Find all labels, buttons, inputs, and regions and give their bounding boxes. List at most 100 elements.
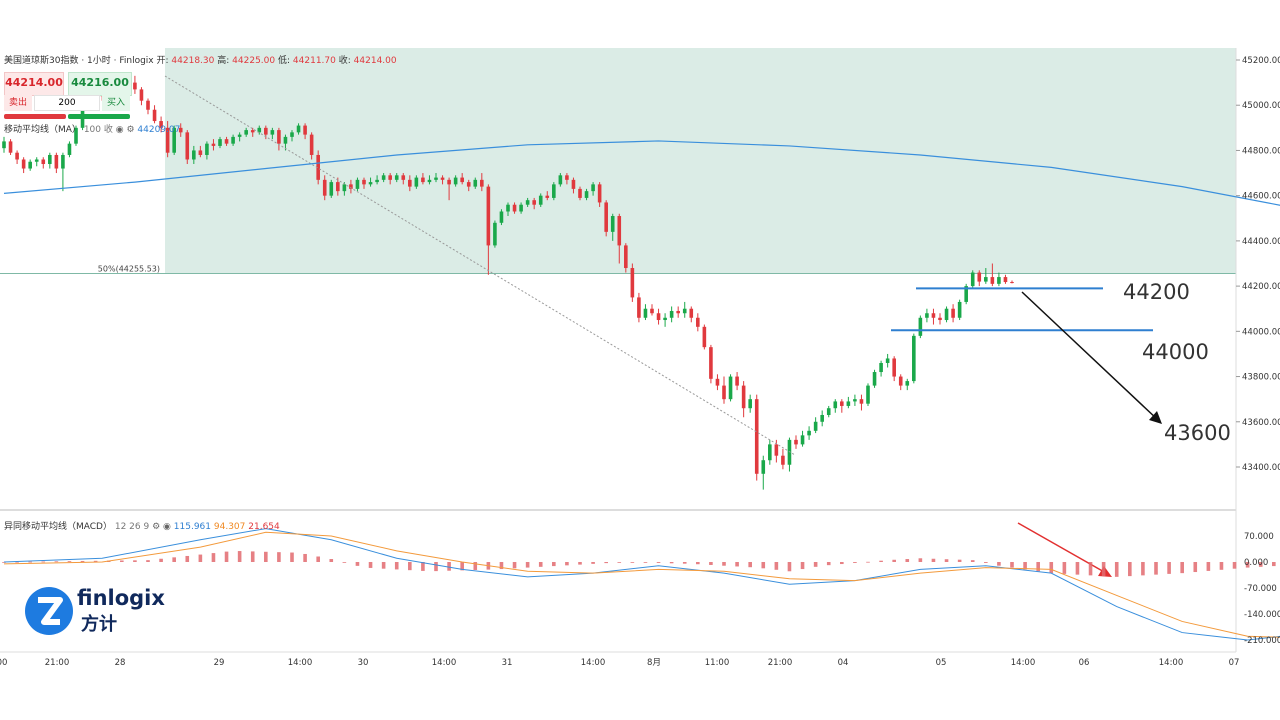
- price-tick-label: 45000.00: [1242, 101, 1280, 111]
- candle: [231, 134, 235, 146]
- buy-price-button[interactable]: 44216.00: [68, 72, 132, 96]
- candle-body: [139, 89, 144, 101]
- macd-hist-bar: [1219, 562, 1224, 570]
- macd-hist-bar: [984, 562, 988, 563]
- candle-body: [41, 159, 46, 165]
- candle: [309, 132, 314, 160]
- candle-body: [264, 127, 268, 135]
- macd-hist-bar: [434, 562, 438, 572]
- macd-hist-bar: [381, 562, 386, 569]
- macd-hist-bar: [460, 562, 464, 571]
- candle-body: [322, 179, 327, 196]
- candle-body: [257, 127, 262, 133]
- eye-icon[interactable]: ◉: [115, 125, 124, 135]
- candle: [617, 213, 622, 264]
- candle-body: [506, 204, 510, 212]
- candle-body: [931, 313, 936, 318]
- macd-hist-bar: [146, 560, 150, 562]
- price-tick-label: 44000.00: [1242, 327, 1280, 337]
- candle-body: [388, 175, 392, 180]
- macd-value: 115.961: [173, 522, 211, 532]
- candle-body: [244, 130, 248, 135]
- macd-hist-bar: [774, 562, 779, 570]
- candle: [414, 175, 419, 189]
- sell-price-button[interactable]: 44214.00: [4, 72, 64, 96]
- macd-hist-bar: [159, 558, 163, 562]
- candle-body: [54, 154, 59, 169]
- macd-settings-gear-icon[interactable]: ⚙: [152, 522, 161, 532]
- macd-hist-bar: [866, 561, 870, 563]
- macd-hist-bar: [224, 551, 229, 562]
- candle-body: [159, 121, 163, 128]
- candle-body: [538, 195, 543, 205]
- quantity-input[interactable]: [34, 95, 100, 111]
- candle: [885, 353, 890, 368]
- candle-body: [309, 134, 314, 155]
- candle: [401, 173, 406, 185]
- candle: [159, 116, 163, 133]
- buy-button[interactable]: 买入: [102, 95, 130, 111]
- logo-text: finlogix: [77, 586, 165, 610]
- candle-body: [682, 308, 687, 314]
- candle: [54, 152, 59, 174]
- macd-hist-bar: [787, 562, 792, 572]
- candle: [257, 125, 262, 135]
- candle-body: [872, 372, 877, 386]
- macd-hist-bar: [800, 562, 805, 570]
- candle: [453, 175, 458, 187]
- candle-body: [224, 139, 229, 144]
- macd-tick-label: -210.000: [1244, 636, 1280, 646]
- candle-body: [525, 200, 530, 205]
- candle: [74, 125, 78, 146]
- candle: [270, 127, 275, 140]
- macd-hist-bar: [552, 562, 556, 567]
- candle: [355, 177, 360, 192]
- candle-body: [552, 184, 556, 198]
- candle: [898, 374, 903, 391]
- candle-body: [519, 204, 523, 212]
- macd-hist-bar: [290, 552, 294, 562]
- candle: [597, 182, 602, 207]
- candle: [866, 383, 870, 406]
- candle: [368, 177, 373, 187]
- macd-hist-bar: [525, 562, 530, 568]
- symbol-title: 美国道琼斯30指数 · 1小时 · Finlogix: [4, 56, 154, 66]
- candle: [944, 306, 949, 323]
- candle-body: [754, 399, 759, 474]
- macd-hist-bar: [329, 559, 334, 562]
- settings-gear-icon[interactable]: ⚙: [126, 125, 135, 135]
- close-label: 收:: [338, 56, 351, 66]
- candle: [2, 136, 6, 153]
- macd-hist-bar: [1075, 562, 1080, 575]
- macd-hist-bar: [93, 560, 98, 562]
- candle: [532, 197, 536, 210]
- candle: [224, 136, 229, 146]
- candle: [185, 130, 190, 165]
- candle: [650, 304, 654, 316]
- candle: [375, 175, 379, 185]
- macd-hist-bar: [813, 562, 818, 567]
- candle: [283, 134, 288, 151]
- candle: [290, 130, 294, 142]
- trend-line: [164, 75, 796, 456]
- candle-body: [493, 222, 497, 246]
- candle-body: [316, 154, 320, 180]
- candle-body: [879, 362, 883, 373]
- candle-body: [146, 100, 150, 110]
- candle: [322, 175, 327, 201]
- logo-cn: 方计: [81, 614, 117, 635]
- candle-body: [846, 401, 851, 406]
- macd-hist-bar: [1088, 562, 1093, 576]
- candle-body: [342, 184, 347, 192]
- candle-body: [74, 127, 78, 144]
- macd-hist-bar: [264, 551, 268, 562]
- candle-body: [853, 399, 857, 402]
- macd-hist-bar: [133, 560, 137, 562]
- macd-eye-icon[interactable]: ◉: [163, 522, 171, 532]
- candle: [709, 344, 713, 384]
- sell-button[interactable]: 卖出: [4, 95, 32, 111]
- macd-hist-bar: [997, 562, 1001, 566]
- candle-body: [381, 175, 386, 180]
- macd-hist-bar: [630, 562, 635, 563]
- candle: [15, 150, 19, 165]
